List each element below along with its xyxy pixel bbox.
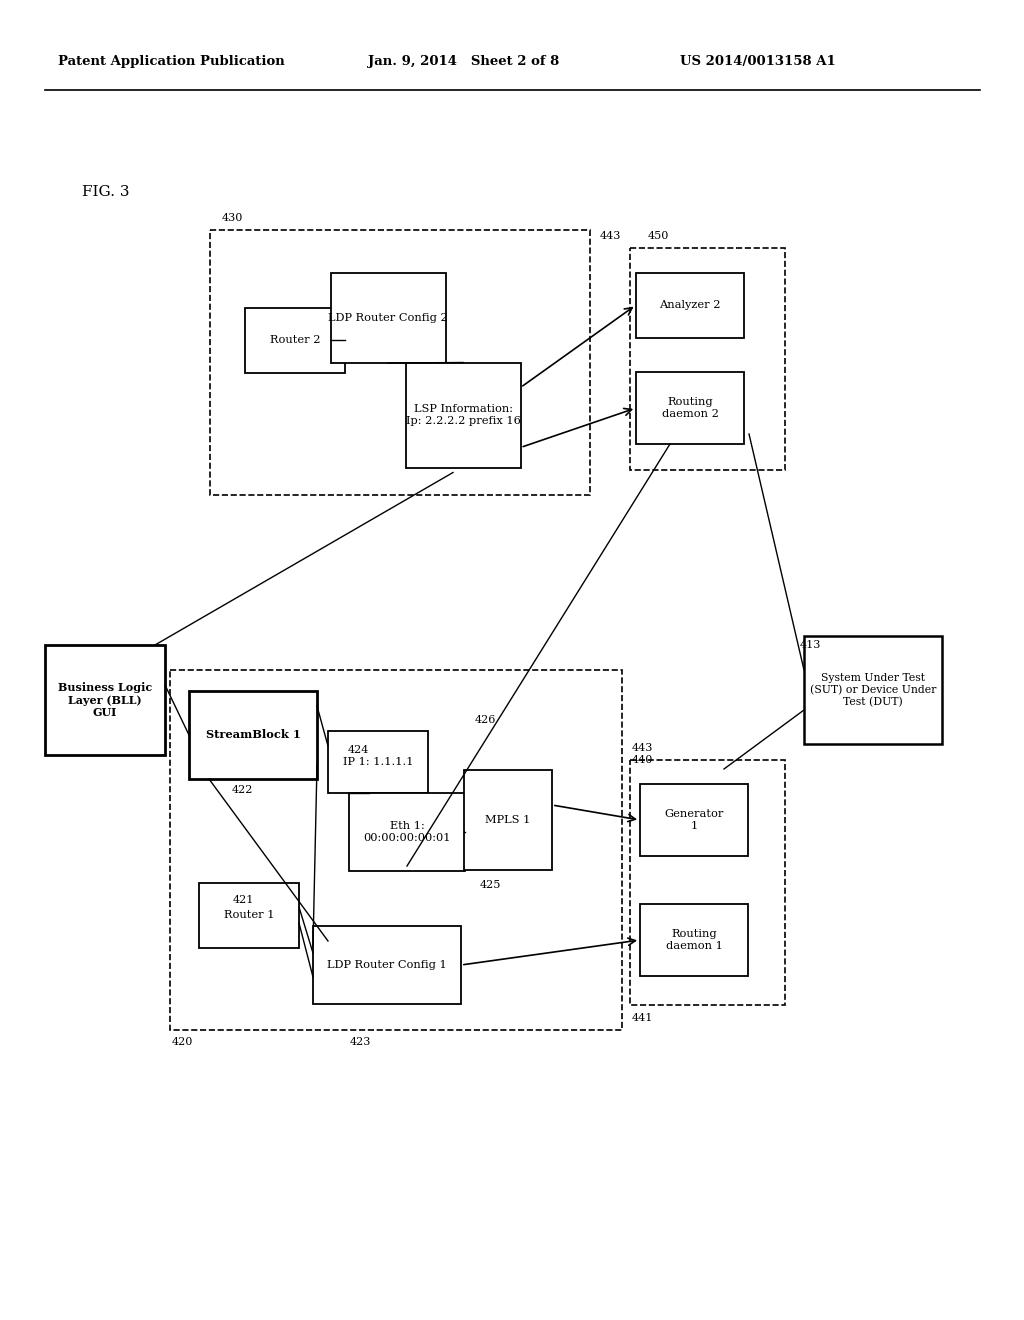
Text: Analyzer 2: Analyzer 2 [659, 300, 721, 310]
Text: 413: 413 [800, 640, 821, 649]
Bar [640, 904, 748, 975]
Text: 420: 420 [172, 1038, 194, 1047]
Text: System Under Test
(SUT) or Device Under
Test (DUT): System Under Test (SUT) or Device Under … [810, 673, 936, 708]
Bar [170, 671, 622, 1030]
Text: FIG. 3: FIG. 3 [82, 185, 129, 199]
Text: 450: 450 [648, 231, 670, 242]
Bar [210, 230, 590, 495]
Text: Business Logic
Layer (BLL)
GUI: Business Logic Layer (BLL) GUI [58, 681, 153, 718]
Text: 425: 425 [480, 880, 502, 890]
Text: 440: 440 [632, 755, 653, 766]
Text: LDP Router Config 1: LDP Router Config 1 [327, 960, 446, 970]
Text: US 2014/0013158 A1: US 2014/0013158 A1 [680, 55, 836, 69]
Text: Routing
daemon 1: Routing daemon 1 [666, 929, 723, 950]
Bar [331, 273, 445, 363]
Bar [406, 363, 520, 467]
Text: Routing
daemon 2: Routing daemon 2 [662, 397, 719, 418]
Text: 422: 422 [232, 785, 253, 795]
Text: LDP Router Config 2: LDP Router Config 2 [328, 313, 447, 323]
Text: 424: 424 [348, 744, 370, 755]
Text: 426: 426 [475, 715, 497, 725]
Text: Generator
1: Generator 1 [665, 809, 724, 830]
Bar [464, 770, 552, 870]
Text: Patent Application Publication: Patent Application Publication [58, 55, 285, 69]
Text: MPLS 1: MPLS 1 [485, 814, 530, 825]
Text: 423: 423 [350, 1038, 372, 1047]
Bar [45, 645, 165, 755]
Text: Router 1: Router 1 [224, 909, 274, 920]
Text: Router 2: Router 2 [269, 335, 321, 345]
Text: IP 1: 1.1.1.1: IP 1: 1.1.1.1 [343, 756, 414, 767]
Bar [630, 760, 785, 1005]
Text: 421: 421 [233, 895, 254, 906]
Bar [245, 308, 345, 372]
Text: StreamBlock 1: StreamBlock 1 [206, 730, 300, 741]
Text: 443: 443 [632, 743, 653, 752]
Bar [636, 272, 744, 338]
Bar [349, 793, 465, 871]
Bar [199, 883, 299, 948]
Bar [189, 690, 317, 779]
Text: Jan. 9, 2014   Sheet 2 of 8: Jan. 9, 2014 Sheet 2 of 8 [368, 55, 559, 69]
Text: 443: 443 [600, 231, 622, 242]
Text: 441: 441 [632, 1012, 653, 1023]
Text: Eth 1:
00:00:00:00:01: Eth 1: 00:00:00:00:01 [364, 821, 451, 842]
Text: 430: 430 [222, 213, 244, 223]
Bar [328, 731, 428, 793]
Bar [630, 248, 785, 470]
Bar [804, 636, 942, 744]
Text: LSP Information:
Ip: 2.2.2.2 prefix 16: LSP Information: Ip: 2.2.2.2 prefix 16 [406, 404, 520, 426]
Bar [640, 784, 748, 855]
Bar [636, 372, 744, 444]
Bar [313, 927, 461, 1005]
